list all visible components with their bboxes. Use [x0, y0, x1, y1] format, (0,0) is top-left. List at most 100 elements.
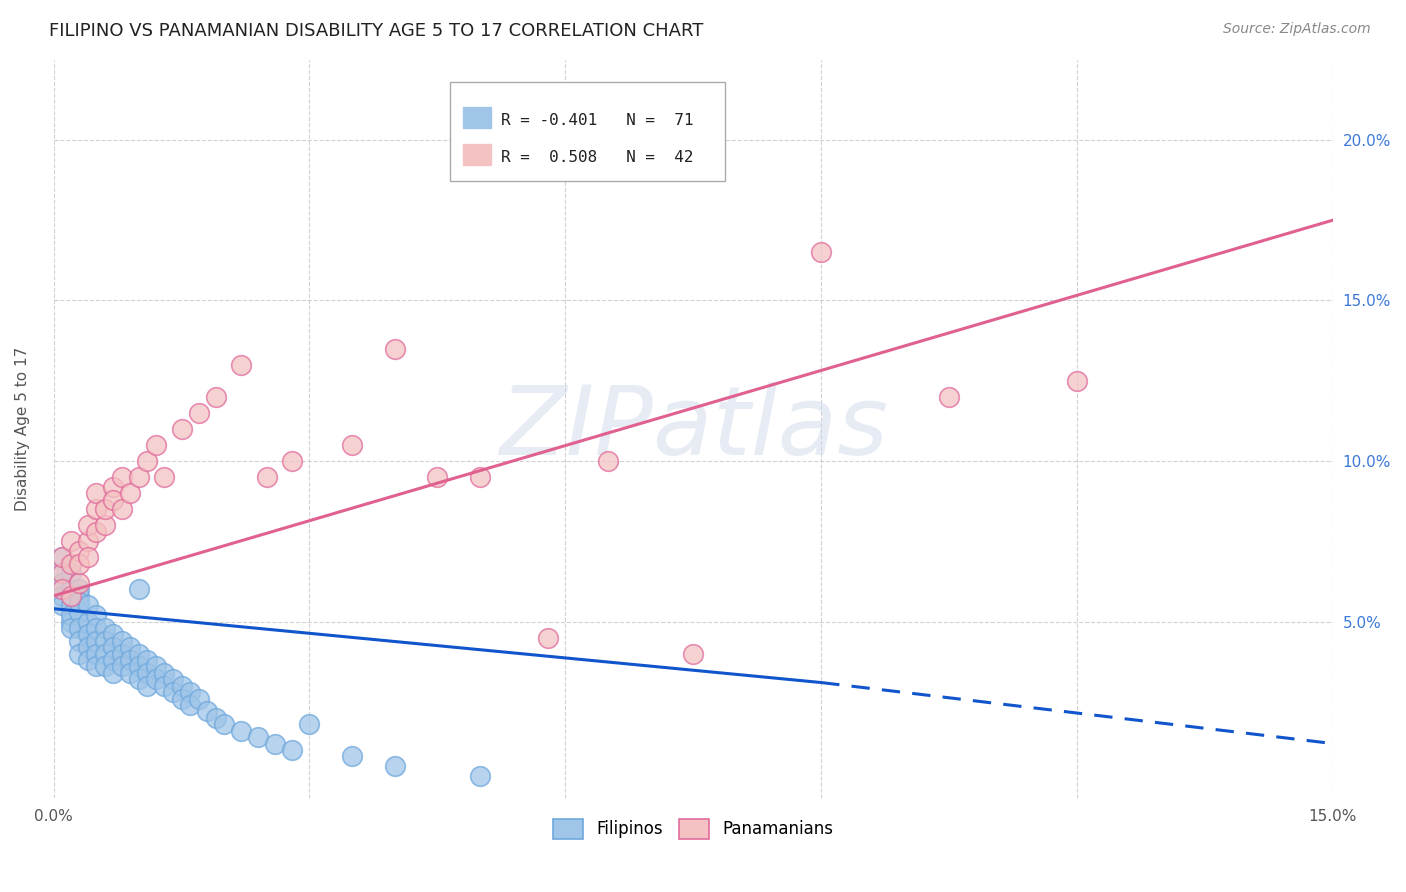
Point [51, 589, 73, 603]
Point [76, 599, 98, 613]
Point [153, 679, 176, 693]
Point [179, 698, 201, 712]
Point [76, 534, 98, 549]
Point [120, 653, 142, 667]
Point [51, 576, 73, 591]
Point [136, 454, 159, 468]
Point [384, 342, 406, 356]
Point [298, 717, 321, 731]
Point [136, 653, 159, 667]
FancyBboxPatch shape [450, 82, 725, 181]
Point [204, 390, 226, 404]
Point [596, 454, 619, 468]
Point [67, 582, 90, 597]
Point [264, 737, 287, 751]
Point [59, 566, 82, 581]
Point [170, 691, 193, 706]
Point [426, 470, 449, 484]
Point [103, 665, 125, 680]
Point [187, 691, 209, 706]
Point [231, 723, 253, 738]
Point [76, 550, 98, 565]
Point [76, 640, 98, 655]
Point [84, 633, 107, 648]
Point [59, 589, 82, 603]
Point [51, 550, 73, 565]
Point [67, 557, 90, 571]
Point [340, 749, 363, 764]
Point [59, 599, 82, 613]
Point [84, 524, 107, 539]
Point [59, 557, 82, 571]
Y-axis label: Disability Age 5 to 17: Disability Age 5 to 17 [15, 347, 30, 511]
Point [128, 673, 150, 687]
Text: ZIPatlas: ZIPatlas [499, 383, 887, 475]
Point [67, 647, 90, 661]
Point [340, 438, 363, 452]
Point [67, 589, 90, 603]
Point [59, 621, 82, 635]
Point [111, 470, 134, 484]
Point [84, 659, 107, 673]
Point [103, 480, 125, 494]
Point [120, 486, 142, 500]
Point [195, 705, 218, 719]
Point [76, 615, 98, 629]
Point [76, 627, 98, 641]
Point [120, 640, 142, 655]
Point [51, 550, 73, 565]
Point [103, 640, 125, 655]
Point [94, 518, 117, 533]
Point [94, 502, 117, 516]
Point [59, 615, 82, 629]
Point [94, 633, 117, 648]
Point [468, 769, 491, 783]
Point [170, 679, 193, 693]
Point [537, 631, 560, 645]
Point [76, 653, 98, 667]
Point [51, 582, 73, 597]
Point [111, 647, 134, 661]
Point [128, 647, 150, 661]
Text: R =  0.508   N =  42: R = 0.508 N = 42 [502, 150, 695, 165]
Point [128, 659, 150, 673]
Point [67, 544, 90, 558]
Point [145, 438, 167, 452]
Text: FILIPINO VS PANAMANIAN DISABILITY AGE 5 TO 17 CORRELATION CHART: FILIPINO VS PANAMANIAN DISABILITY AGE 5 … [49, 22, 703, 40]
Point [231, 358, 253, 372]
Point [247, 730, 270, 744]
Point [84, 502, 107, 516]
Point [162, 673, 184, 687]
Point [1066, 374, 1088, 388]
Point [204, 711, 226, 725]
Point [281, 454, 304, 468]
Bar [463, 107, 491, 128]
Point [170, 422, 193, 436]
Point [94, 621, 117, 635]
Point [136, 665, 159, 680]
Point [103, 627, 125, 641]
Point [94, 659, 117, 673]
Point [84, 486, 107, 500]
Point [128, 470, 150, 484]
Point [111, 633, 134, 648]
Point [938, 390, 960, 404]
Point [103, 492, 125, 507]
Point [76, 518, 98, 533]
Point [468, 470, 491, 484]
Bar [463, 145, 491, 165]
Point [384, 759, 406, 773]
Point [128, 582, 150, 597]
Point [145, 673, 167, 687]
Point [84, 608, 107, 623]
Point [67, 621, 90, 635]
Point [111, 659, 134, 673]
Point [84, 647, 107, 661]
Point [145, 659, 167, 673]
Point [256, 470, 278, 484]
Text: R = -0.401   N =  71: R = -0.401 N = 71 [502, 112, 695, 128]
Point [103, 653, 125, 667]
Point [51, 566, 73, 581]
Point [136, 679, 159, 693]
Point [212, 717, 235, 731]
